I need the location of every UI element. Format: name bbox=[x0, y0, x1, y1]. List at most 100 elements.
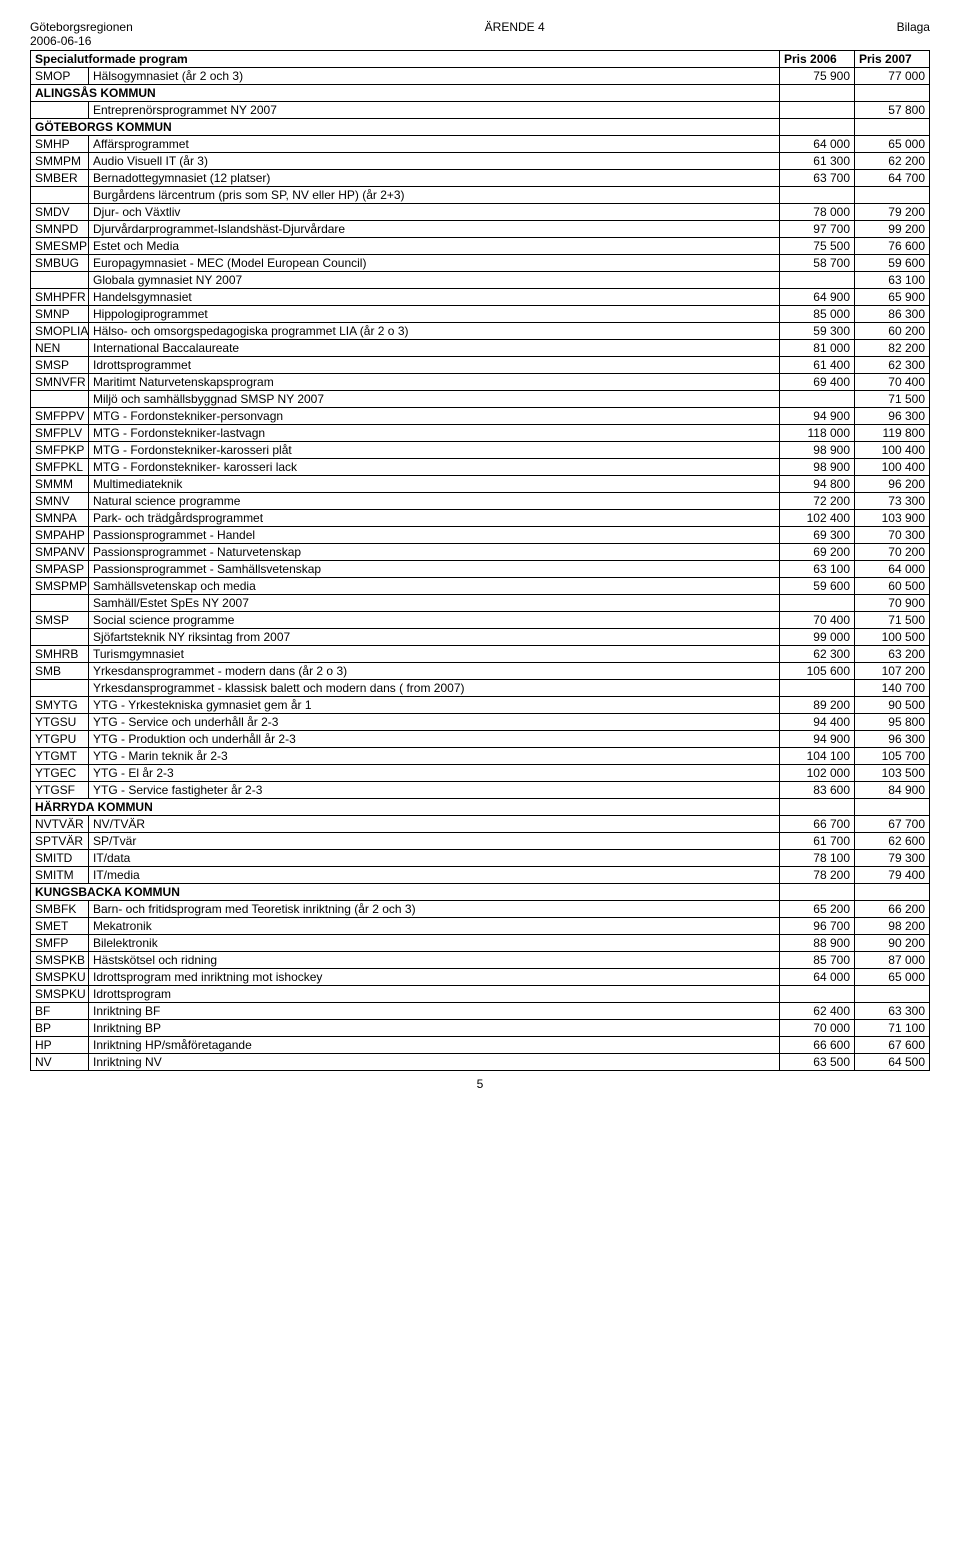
cell-code: SMET bbox=[31, 918, 89, 935]
cell-pris-2007: 70 900 bbox=[855, 595, 930, 612]
cell-code: SMNP bbox=[31, 306, 89, 323]
cell-code bbox=[31, 595, 89, 612]
cell-pris-2007 bbox=[855, 986, 930, 1003]
cell-code: SMDV bbox=[31, 204, 89, 221]
cell-code: SMSP bbox=[31, 612, 89, 629]
cell-pris-2006: 61 300 bbox=[780, 153, 855, 170]
cell-pris-2006: 78 200 bbox=[780, 867, 855, 884]
cell-pris-2007: 87 000 bbox=[855, 952, 930, 969]
cell-code: SMSPMP bbox=[31, 578, 89, 595]
cell-code: SMHPFR bbox=[31, 289, 89, 306]
cell-code: SMFPKP bbox=[31, 442, 89, 459]
section-header: GÖTEBORGS KOMMUN bbox=[31, 119, 780, 136]
cell-pris-2007: 67 700 bbox=[855, 816, 930, 833]
cell-pris-2007: 79 300 bbox=[855, 850, 930, 867]
cell-code: SMB bbox=[31, 663, 89, 680]
cell-pris-2006: 81 000 bbox=[780, 340, 855, 357]
cell-name: Globala gymnasiet NY 2007 bbox=[89, 272, 780, 289]
cell-code: SMITD bbox=[31, 850, 89, 867]
cell-pris-2006: 72 200 bbox=[780, 493, 855, 510]
cell-pris-2006: 61 400 bbox=[780, 357, 855, 374]
cell-pris-2007: 64 700 bbox=[855, 170, 930, 187]
cell-code: BP bbox=[31, 1020, 89, 1037]
cell-pris-2007: 82 200 bbox=[855, 340, 930, 357]
cell-name: Inriktning BP bbox=[89, 1020, 780, 1037]
cell-pris-2006: 75 900 bbox=[780, 68, 855, 85]
cell-code: SMFPLV bbox=[31, 425, 89, 442]
cell-pris-2007: 63 200 bbox=[855, 646, 930, 663]
cell-pris-2007: 66 200 bbox=[855, 901, 930, 918]
cell-pris-2007: 63 300 bbox=[855, 1003, 930, 1020]
cell-name: Miljö och samhällsbyggnad SMSP NY 2007 bbox=[89, 391, 780, 408]
cell-pris-2007: 95 800 bbox=[855, 714, 930, 731]
cell-name: NV/TVÄR bbox=[89, 816, 780, 833]
cell-empty bbox=[780, 799, 855, 816]
cell-pris-2006: 75 500 bbox=[780, 238, 855, 255]
cell-pris-2006: 64 900 bbox=[780, 289, 855, 306]
header-date: 2006-06-16 bbox=[30, 34, 930, 48]
cell-name: IT/data bbox=[89, 850, 780, 867]
cell-code: YTGEC bbox=[31, 765, 89, 782]
cell-code: SMMM bbox=[31, 476, 89, 493]
cell-name: Affärsprogrammet bbox=[89, 136, 780, 153]
cell-pris-2006: 70 000 bbox=[780, 1020, 855, 1037]
cell-pris-2007: 65 900 bbox=[855, 289, 930, 306]
cell-pris-2007: 79 200 bbox=[855, 204, 930, 221]
cell-pris-2007: 64 000 bbox=[855, 561, 930, 578]
cell-pris-2007: 71 500 bbox=[855, 612, 930, 629]
cell-code: NVTVÄR bbox=[31, 816, 89, 833]
cell-name: MTG - Fordonstekniker-personvagn bbox=[89, 408, 780, 425]
cell-code bbox=[31, 187, 89, 204]
cell-pris-2007: 86 300 bbox=[855, 306, 930, 323]
cell-pris-2007: 100 400 bbox=[855, 459, 930, 476]
cell-code: SMITM bbox=[31, 867, 89, 884]
cell-name: Inriktning NV bbox=[89, 1054, 780, 1071]
cell-pris-2006: 61 700 bbox=[780, 833, 855, 850]
th-pris-2007: Pris 2007 bbox=[855, 51, 930, 68]
cell-pris-2007 bbox=[855, 187, 930, 204]
cell-name: Natural science programme bbox=[89, 493, 780, 510]
cell-pris-2007: 57 800 bbox=[855, 102, 930, 119]
cell-name: Passionsprogrammet - Handel bbox=[89, 527, 780, 544]
cell-name: MTG - Fordonstekniker- karosseri lack bbox=[89, 459, 780, 476]
cell-name: SP/Tvär bbox=[89, 833, 780, 850]
cell-pris-2006 bbox=[780, 680, 855, 697]
cell-code: YTGPU bbox=[31, 731, 89, 748]
cell-pris-2007: 63 100 bbox=[855, 272, 930, 289]
cell-name: International Baccalaureate bbox=[89, 340, 780, 357]
section-header: KUNGSBACKA KOMMUN bbox=[31, 884, 780, 901]
cell-pris-2006 bbox=[780, 272, 855, 289]
cell-pris-2006 bbox=[780, 595, 855, 612]
cell-name: YTG - Produktion och underhåll år 2-3 bbox=[89, 731, 780, 748]
cell-pris-2006: 85 700 bbox=[780, 952, 855, 969]
cell-pris-2006: 105 600 bbox=[780, 663, 855, 680]
cell-pris-2007: 105 700 bbox=[855, 748, 930, 765]
cell-name: Djurvårdarprogrammet-Islandshäst-Djurvår… bbox=[89, 221, 780, 238]
cell-code: YTGMT bbox=[31, 748, 89, 765]
cell-name: Mekatronik bbox=[89, 918, 780, 935]
cell-pris-2006: 63 100 bbox=[780, 561, 855, 578]
cell-pris-2007: 79 400 bbox=[855, 867, 930, 884]
cell-name: Inriktning HP/småföretagande bbox=[89, 1037, 780, 1054]
cell-empty bbox=[780, 119, 855, 136]
cell-name: Multimediateknik bbox=[89, 476, 780, 493]
cell-code: SMFP bbox=[31, 935, 89, 952]
cell-name: YTG - El år 2-3 bbox=[89, 765, 780, 782]
cell-name: Estet och Media bbox=[89, 238, 780, 255]
section-header: ALINGSÅS KOMMUN bbox=[31, 85, 780, 102]
cell-code: SMNPA bbox=[31, 510, 89, 527]
cell-code: SMNV bbox=[31, 493, 89, 510]
cell-pris-2007: 99 200 bbox=[855, 221, 930, 238]
cell-code: SPTVÄR bbox=[31, 833, 89, 850]
cell-pris-2007: 77 000 bbox=[855, 68, 930, 85]
cell-pris-2006: 64 000 bbox=[780, 136, 855, 153]
cell-pris-2006 bbox=[780, 102, 855, 119]
cell-code: SMSPKB bbox=[31, 952, 89, 969]
cell-pris-2006: 63 500 bbox=[780, 1054, 855, 1071]
cell-name: Sjöfartsteknik NY riksintag from 2007 bbox=[89, 629, 780, 646]
cell-code: SMYTG bbox=[31, 697, 89, 714]
cell-pris-2007: 103 500 bbox=[855, 765, 930, 782]
cell-pris-2006: 78 000 bbox=[780, 204, 855, 221]
cell-code: SMFPPV bbox=[31, 408, 89, 425]
cell-pris-2006: 88 900 bbox=[780, 935, 855, 952]
